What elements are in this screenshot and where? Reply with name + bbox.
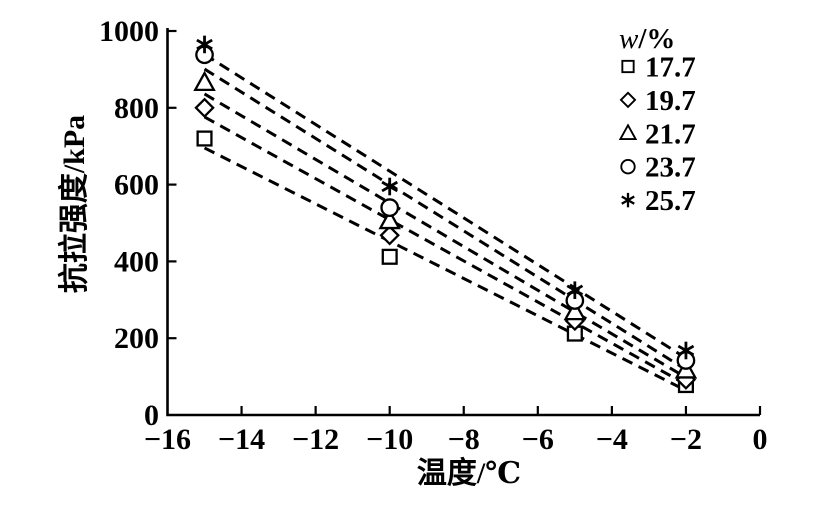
legend-marker-triangle-icon: [618, 123, 638, 140]
legend-item-label: 17.7: [645, 52, 696, 84]
legend-title: w/%: [619, 23, 675, 55]
marker-diamond-icon: [379, 225, 400, 246]
legend-marker-diamond-icon: [619, 91, 637, 109]
marker-triangle-icon: [193, 70, 216, 91]
y-axis-title: 抗拉强度/kPa: [57, 115, 91, 293]
marker-square-icon: [196, 130, 213, 147]
y-tick-label: 600: [114, 169, 159, 202]
y-tick-label: 400: [114, 245, 159, 278]
marker-triangle-icon: [378, 208, 401, 230]
legend-item: 21.7: [618, 118, 696, 150]
trendline-23.7: [203, 67, 687, 371]
x-tick-label: −2: [670, 423, 702, 456]
legend-marker-circle-icon: [620, 159, 636, 175]
trendline-25.7: [203, 53, 687, 360]
x-tick-label: 0: [753, 423, 768, 456]
y-tick-label: 200: [114, 322, 159, 355]
trendline-21.7: [203, 92, 687, 379]
series-25.7: [196, 35, 695, 360]
marker-asterisk-icon: [566, 281, 584, 299]
legend-item: 19.7: [619, 85, 696, 117]
series-17.7: [196, 130, 694, 394]
x-axis-title: 温度/℃: [417, 457, 521, 490]
x-tick-label: −16: [144, 423, 191, 456]
x-tick-label: −14: [218, 423, 265, 456]
x-tick-label: −12: [292, 423, 339, 456]
series-19.7: [194, 97, 697, 390]
marker-circle-icon: [380, 198, 400, 217]
legend-item: 23.7: [620, 152, 696, 184]
y-tick-label: 1000: [99, 15, 159, 48]
marker-square-icon: [381, 248, 398, 265]
x-tick-label: −10: [366, 423, 413, 456]
x-tick-label: −4: [596, 423, 628, 456]
series-23.7: [195, 45, 696, 370]
legend-item-label: 21.7: [645, 118, 696, 150]
legend-marker-square-icon: [621, 59, 635, 74]
legend-item-label: 25.7: [645, 185, 696, 217]
marker-asterisk-icon: [677, 341, 695, 360]
series-21.7: [193, 70, 698, 379]
x-tick-label: −6: [522, 423, 554, 456]
marker-diamond-icon: [194, 97, 215, 119]
x-tick-label: −8: [448, 423, 480, 456]
legend: w/%17.719.721.723.725.7: [618, 23, 696, 217]
marker-asterisk-icon: [196, 35, 213, 54]
legend-item-label: 23.7: [645, 152, 696, 184]
legend-item-label: 19.7: [645, 85, 696, 117]
marker-asterisk-icon: [381, 177, 399, 196]
legend-item: 17.7: [621, 52, 696, 84]
y-tick-label: 800: [114, 92, 159, 125]
legend-marker-asterisk-icon: [621, 192, 635, 208]
marker-triangle-icon: [563, 299, 587, 321]
legend-item: 25.7: [621, 185, 696, 217]
trendline-19.7: [203, 115, 687, 386]
trendline-17.7: [203, 146, 687, 392]
y-tick-label: 0: [144, 399, 159, 432]
axes-spines: [166, 28, 760, 417]
